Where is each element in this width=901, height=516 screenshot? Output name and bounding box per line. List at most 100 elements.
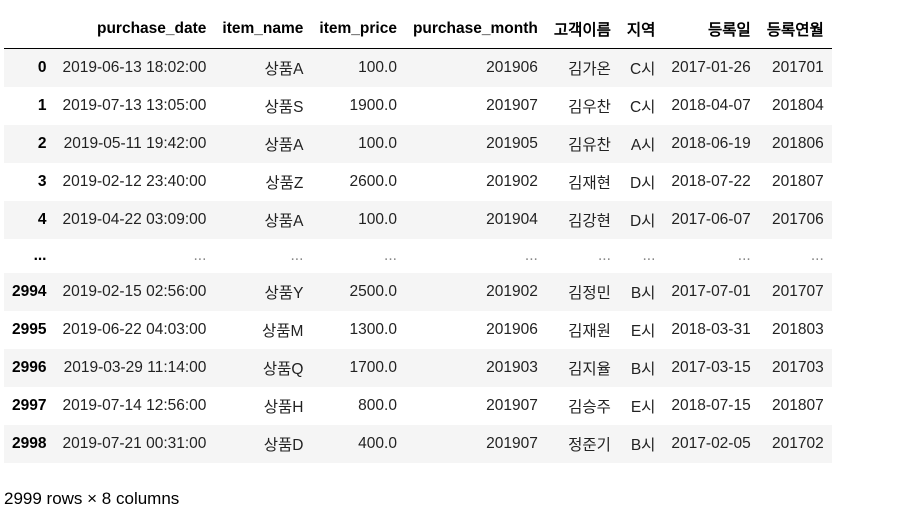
- table-cell: 김가온: [568, 61, 611, 78]
- table-cell: 1700.0: [349, 359, 397, 376]
- column-header-registration-date: 등록일: [663, 10, 759, 49]
- table-cell: 2500.0: [349, 283, 397, 300]
- table-cell: 201907: [486, 397, 538, 414]
- column-header-purchase-date: purchase_date: [54, 10, 215, 49]
- table-cell: 201905: [486, 135, 538, 152]
- table-cell: 201807: [772, 397, 824, 414]
- table-cell: 김유찬: [568, 137, 611, 154]
- table-cell: 1300.0: [349, 321, 397, 338]
- table-cell: 201807: [772, 173, 824, 190]
- row-index: 4: [37, 211, 47, 228]
- row-index: 3: [37, 173, 47, 190]
- column-header-region: 지역: [618, 10, 664, 49]
- table-cell: 201907: [486, 97, 538, 114]
- row-index: 2996: [12, 359, 47, 376]
- table-cell: 정준기: [568, 437, 611, 454]
- table-cell: 201804: [772, 97, 824, 114]
- table-cell: 2018-04-07: [671, 97, 751, 114]
- column-header-item-name: item_name: [214, 10, 312, 49]
- table-cell: D시: [629, 213, 656, 230]
- table-cell: 상품M: [261, 323, 304, 340]
- index-header: [4, 10, 55, 49]
- row-index: 2994: [12, 283, 47, 300]
- table-cell: D시: [629, 175, 656, 192]
- table-cell: 2019-05-11 19:42:00: [63, 135, 207, 152]
- table-cell: 201701: [772, 59, 824, 76]
- table-cell: 2017-07-01: [671, 283, 751, 300]
- column-header-customer-name: 고객이름: [545, 10, 619, 49]
- table-cell: 2019-06-22 04:03:00: [62, 321, 207, 338]
- ellipsis-cell: ...: [524, 247, 538, 264]
- table-cell: 상품Y: [264, 285, 304, 302]
- table-cell: 상품S: [264, 99, 304, 116]
- table-cell: 201904: [486, 211, 538, 228]
- table-cell: 2019-03-29 11:14:00: [63, 359, 207, 376]
- table-cell: 201906: [486, 321, 538, 338]
- table-cell: 김재원: [568, 323, 611, 340]
- table-cell: 2017-02-05: [671, 435, 751, 452]
- table-cell: 2019-02-15 02:56:00: [62, 283, 207, 300]
- row-index: 0: [37, 59, 47, 76]
- table-shape-summary: 2999 rows × 8 columns: [4, 489, 180, 508]
- table-cell: 201806: [772, 135, 824, 152]
- dataframe-output: purchase_date item_name item_price purch…: [4, 10, 832, 463]
- table-cell: 김강현: [568, 213, 611, 230]
- row-index: 2998: [12, 435, 47, 452]
- table-cell: 100.0: [358, 59, 397, 76]
- table-cell: 1900.0: [349, 97, 397, 114]
- row-index: 2995: [12, 321, 47, 338]
- table-row: 2997 2019-07-14 12:56:00 상품H 800.0 201907 김승주…: [4, 387, 832, 425]
- table-cell: 2019-07-13 13:05:00: [62, 97, 207, 114]
- table-row: 2998 2019-07-21 00:31:00 상품D 400.0 201907 정준기…: [4, 425, 832, 463]
- table-cell: 2018-06-19: [671, 135, 751, 152]
- table-row: 3 2019-02-12 23:40:00 상품Z 2600.0 201902 김재현 D시…: [4, 163, 832, 201]
- table-cell: C시: [629, 61, 656, 78]
- table-cell: A시: [630, 137, 656, 154]
- table-cell: C시: [629, 99, 656, 116]
- ellipsis-cell: ...: [384, 247, 397, 264]
- table-cell: 김승주: [568, 399, 611, 416]
- table-cell: 2017-01-26: [671, 59, 751, 76]
- table-cell: 2019-06-13 18:02:00: [62, 59, 207, 76]
- row-index: 2997: [12, 397, 47, 414]
- table-cell: 201907: [486, 435, 538, 452]
- table-cell: 2017-03-15: [671, 359, 751, 376]
- table-row: 2995 2019-06-22 04:03:00 상품M 1300.0 201906 김재…: [4, 311, 832, 349]
- table-cell: E시: [630, 399, 656, 416]
- ellipsis-cell: ...: [810, 247, 824, 264]
- ellipsis-cell: ...: [642, 247, 656, 264]
- ellipsis-cell: ...: [737, 247, 751, 264]
- table-cell: 상품A: [264, 137, 304, 154]
- ellipsis-index: ...: [33, 247, 47, 264]
- table-row: 4 2019-04-22 03:09:00 상품A 100.0 201904 김강현 D시 2…: [4, 201, 832, 239]
- table-cell: 2018-03-31: [671, 321, 751, 338]
- table-row: 2994 2019-02-15 02:56:00 상품Y 2500.0 201902 김정…: [4, 273, 832, 311]
- table-cell: 201707: [772, 283, 824, 300]
- table-cell: 800.0: [358, 397, 397, 414]
- table-header: purchase_date item_name item_price purch…: [4, 10, 832, 49]
- table-cell: 김재현: [568, 175, 611, 192]
- ellipsis-cell: ...: [193, 247, 207, 264]
- table-cell: 상품A: [264, 61, 304, 78]
- table-cell: 2019-07-14 12:56:00: [62, 397, 207, 414]
- table-cell: 2019-02-12 23:40:00: [62, 173, 207, 190]
- row-index: 1: [37, 97, 47, 114]
- table-cell: 상품Q: [262, 361, 304, 378]
- table-row: 0 2019-06-13 18:02:00 상품A 100.0 201906 김가온 C시 2…: [4, 48, 832, 87]
- table-cell: 2019-04-22 03:09:00: [62, 211, 207, 228]
- table-cell: 201902: [486, 173, 538, 190]
- table-row: 2996 2019-03-29 11:14:00 상품Q 1700.0 201903 김지…: [4, 349, 832, 387]
- table-cell: B시: [630, 437, 656, 454]
- table-body: 0 2019-06-13 18:02:00 상품A 100.0 201906 김가온 C시 2…: [4, 48, 832, 463]
- table-cell: 201803: [772, 321, 824, 338]
- table-cell: 201903: [486, 359, 538, 376]
- ellipsis-cell: ...: [290, 247, 304, 264]
- dataframe-table: purchase_date item_name item_price purch…: [4, 10, 832, 463]
- table-cell: 100.0: [358, 135, 397, 152]
- row-index: 2: [37, 135, 47, 152]
- table-cell: 상품Z: [265, 175, 304, 192]
- table-cell: 201703: [772, 359, 824, 376]
- table-cell: 김정민: [568, 285, 611, 302]
- ellipsis-cell: ...: [597, 247, 611, 264]
- table-cell: 100.0: [358, 211, 397, 228]
